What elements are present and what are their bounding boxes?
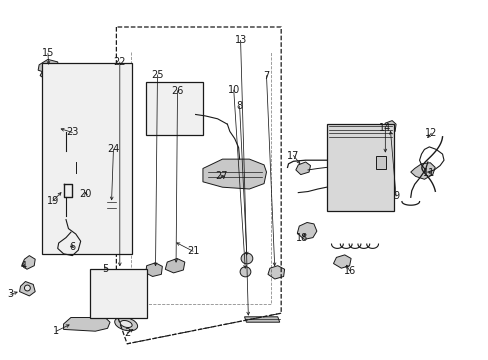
Text: 17: 17: [286, 150, 299, 161]
Text: 23: 23: [66, 127, 79, 138]
Circle shape: [76, 99, 85, 109]
Text: 21: 21: [186, 246, 199, 256]
Text: 7: 7: [263, 71, 269, 81]
Polygon shape: [333, 255, 350, 268]
Polygon shape: [49, 130, 122, 144]
Polygon shape: [98, 271, 124, 299]
Text: 2: 2: [124, 328, 130, 338]
Bar: [90, 269, 146, 318]
Ellipse shape: [115, 317, 137, 331]
Ellipse shape: [241, 253, 252, 264]
Polygon shape: [165, 258, 184, 273]
Polygon shape: [38, 59, 59, 74]
Text: 16: 16: [343, 266, 355, 276]
Polygon shape: [45, 116, 67, 132]
Ellipse shape: [240, 267, 250, 277]
Text: 3: 3: [8, 289, 14, 300]
Text: 26: 26: [171, 86, 183, 96]
Text: 13: 13: [234, 35, 246, 45]
Text: 12: 12: [424, 128, 437, 138]
Ellipse shape: [120, 320, 132, 328]
Circle shape: [48, 101, 58, 111]
Text: 14: 14: [378, 123, 391, 133]
Ellipse shape: [106, 198, 116, 212]
Polygon shape: [267, 266, 284, 279]
Polygon shape: [410, 163, 434, 179]
Text: 9: 9: [392, 191, 398, 201]
Text: 6: 6: [69, 242, 75, 252]
Polygon shape: [382, 121, 395, 134]
Circle shape: [159, 116, 173, 129]
Text: 24: 24: [107, 144, 120, 154]
Text: 15: 15: [41, 48, 54, 58]
Circle shape: [105, 279, 115, 289]
Circle shape: [343, 163, 360, 181]
Polygon shape: [20, 282, 35, 296]
Text: 8: 8: [236, 101, 242, 111]
Polygon shape: [328, 149, 342, 161]
Polygon shape: [297, 222, 316, 239]
Text: 20: 20: [79, 189, 92, 199]
Bar: [145, 82, 203, 135]
Polygon shape: [295, 162, 310, 175]
Bar: [41, 63, 132, 254]
Text: 19: 19: [46, 196, 59, 206]
Bar: [375, 156, 386, 169]
Text: 1: 1: [53, 326, 59, 336]
Text: 4: 4: [20, 261, 26, 271]
Circle shape: [61, 98, 71, 108]
Polygon shape: [69, 148, 82, 162]
Bar: [326, 124, 393, 211]
Text: 11: 11: [422, 168, 435, 178]
Polygon shape: [145, 263, 162, 276]
Polygon shape: [51, 112, 117, 130]
Text: 22: 22: [113, 57, 126, 67]
Polygon shape: [63, 318, 110, 331]
Polygon shape: [40, 69, 56, 80]
Polygon shape: [203, 159, 266, 189]
Ellipse shape: [60, 216, 72, 224]
Text: 10: 10: [227, 85, 240, 95]
Polygon shape: [22, 256, 35, 269]
Polygon shape: [150, 91, 178, 107]
Text: 25: 25: [151, 70, 163, 80]
Polygon shape: [244, 317, 279, 322]
Circle shape: [72, 172, 80, 180]
Text: 18: 18: [295, 233, 308, 243]
Circle shape: [24, 285, 30, 291]
Text: 27: 27: [214, 171, 227, 181]
Text: 5: 5: [102, 264, 108, 274]
